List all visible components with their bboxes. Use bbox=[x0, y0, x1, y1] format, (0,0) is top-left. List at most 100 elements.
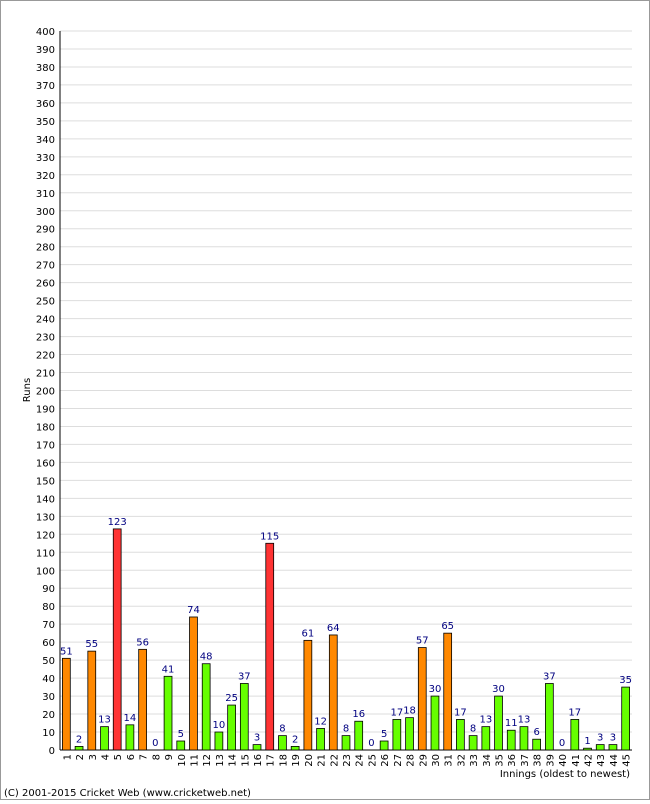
value-label: 30 bbox=[429, 684, 442, 695]
value-label: 0 bbox=[152, 738, 158, 749]
bar bbox=[354, 720, 364, 751]
y-tick-label: 360 bbox=[36, 99, 55, 110]
y-tick-label: 140 bbox=[36, 494, 55, 505]
value-label: 8 bbox=[279, 724, 285, 735]
bar bbox=[278, 735, 287, 751]
y-tick-label: 250 bbox=[36, 297, 55, 308]
y-tick-label: 220 bbox=[36, 351, 55, 362]
bar bbox=[621, 686, 630, 751]
bar bbox=[456, 719, 465, 751]
y-tick-label: 130 bbox=[36, 512, 55, 523]
value-label: 115 bbox=[260, 531, 279, 542]
value-label: 56 bbox=[136, 637, 149, 648]
bar bbox=[519, 726, 529, 751]
y-tick-label: 330 bbox=[36, 153, 55, 164]
bar bbox=[379, 740, 389, 751]
value-label: 13 bbox=[479, 715, 492, 726]
bar bbox=[494, 695, 503, 751]
value-label: 57 bbox=[416, 636, 429, 647]
bar bbox=[138, 648, 147, 751]
y-axis-label: Runs bbox=[22, 378, 33, 402]
y-tick-label: 60 bbox=[42, 638, 55, 649]
footer: (C) 2001-2015 Cricket Web (www.cricketwe… bbox=[4, 788, 251, 799]
y-tick-label: 170 bbox=[36, 440, 55, 451]
value-label: 5 bbox=[381, 729, 387, 740]
y-tick-label: 100 bbox=[36, 566, 55, 577]
y-tick-label: 290 bbox=[36, 225, 55, 236]
x-tick-label: 42 bbox=[584, 754, 595, 767]
value-label: 41 bbox=[162, 664, 175, 675]
bar bbox=[316, 728, 325, 751]
y-tick-label: 300 bbox=[36, 207, 55, 218]
x-tick-label: 7 bbox=[139, 754, 150, 760]
bar bbox=[176, 740, 186, 751]
value-label: 30 bbox=[492, 684, 505, 695]
x-tick-label: 24 bbox=[355, 754, 366, 767]
value-label: 12 bbox=[314, 716, 327, 727]
x-tick-label: 18 bbox=[278, 754, 289, 767]
value-label: 48 bbox=[200, 652, 213, 663]
x-tick-label: 27 bbox=[393, 754, 404, 767]
bar bbox=[570, 719, 580, 751]
x-tick-label: 41 bbox=[571, 754, 582, 767]
value-label: 5 bbox=[178, 729, 184, 740]
bar bbox=[405, 717, 414, 751]
x-tick-label: 11 bbox=[189, 754, 200, 767]
y-tick-label: 190 bbox=[36, 404, 55, 415]
bar bbox=[163, 675, 173, 751]
value-label: 3 bbox=[254, 733, 260, 744]
value-label: 37 bbox=[543, 671, 556, 682]
x-tick-label: 5 bbox=[113, 754, 124, 760]
value-label: 35 bbox=[619, 675, 632, 686]
x-tick-label: 26 bbox=[380, 754, 391, 767]
x-tick-label: 12 bbox=[202, 754, 213, 767]
value-label: 2 bbox=[292, 734, 298, 745]
y-tick-label: 80 bbox=[42, 602, 55, 613]
x-tick-label: 33 bbox=[469, 754, 480, 767]
value-label: 8 bbox=[343, 724, 349, 735]
x-tick-label: 20 bbox=[304, 754, 315, 767]
bar bbox=[545, 683, 554, 751]
x-tick-label: 8 bbox=[151, 754, 162, 760]
x-tick-label: 13 bbox=[215, 754, 226, 767]
x-tick-label: 44 bbox=[609, 754, 620, 767]
bar bbox=[506, 729, 516, 751]
bar bbox=[290, 746, 300, 751]
value-label: 14 bbox=[124, 713, 137, 724]
x-tick-label: 4 bbox=[100, 754, 111, 760]
bar bbox=[583, 747, 592, 751]
bar bbox=[417, 647, 427, 751]
y-tick-label: 230 bbox=[36, 333, 55, 344]
bar bbox=[595, 744, 605, 751]
y-tick-label: 210 bbox=[36, 369, 55, 380]
value-label: 1 bbox=[584, 736, 590, 747]
x-tick-label: 16 bbox=[253, 754, 264, 767]
y-tick-label: 20 bbox=[42, 710, 55, 721]
x-tick-label: 3 bbox=[88, 754, 99, 760]
x-tick-label: 29 bbox=[418, 754, 429, 767]
y-tick-label: 270 bbox=[36, 261, 55, 272]
value-label: 37 bbox=[238, 671, 251, 682]
x-tick-label: 1 bbox=[62, 754, 73, 760]
y-tick-label: 370 bbox=[36, 81, 55, 92]
y-tick-label: 350 bbox=[36, 117, 55, 128]
x-tick-label: 25 bbox=[367, 754, 378, 767]
y-tick-label: 0 bbox=[49, 746, 55, 757]
bar bbox=[468, 735, 478, 751]
bar bbox=[252, 744, 262, 751]
y-tick-label: 90 bbox=[42, 584, 55, 595]
x-tick-label: 30 bbox=[431, 754, 442, 767]
y-tick-label: 310 bbox=[36, 189, 55, 200]
value-label: 25 bbox=[225, 693, 238, 704]
x-tick-label: 31 bbox=[444, 754, 455, 767]
value-label: 16 bbox=[352, 709, 365, 720]
bar bbox=[74, 746, 84, 751]
value-label: 0 bbox=[368, 738, 374, 749]
x-tick-label: 28 bbox=[406, 754, 417, 767]
bar bbox=[532, 738, 542, 751]
x-tick-label: 22 bbox=[329, 754, 340, 767]
value-label: 18 bbox=[403, 706, 416, 717]
value-label: 64 bbox=[327, 623, 340, 634]
